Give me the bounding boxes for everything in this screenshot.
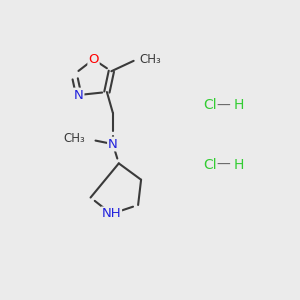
Text: O: O	[88, 53, 99, 66]
Text: NH: NH	[101, 207, 121, 220]
Text: N: N	[74, 88, 83, 101]
Text: CH₃: CH₃	[64, 132, 85, 145]
Text: CH₃: CH₃	[139, 53, 161, 66]
Text: —: —	[216, 98, 230, 112]
Text: Cl: Cl	[203, 98, 217, 112]
Text: H: H	[233, 98, 244, 112]
Text: Cl: Cl	[203, 158, 217, 172]
Text: N: N	[108, 138, 118, 151]
Text: —: —	[216, 158, 230, 172]
Text: H: H	[233, 158, 244, 172]
